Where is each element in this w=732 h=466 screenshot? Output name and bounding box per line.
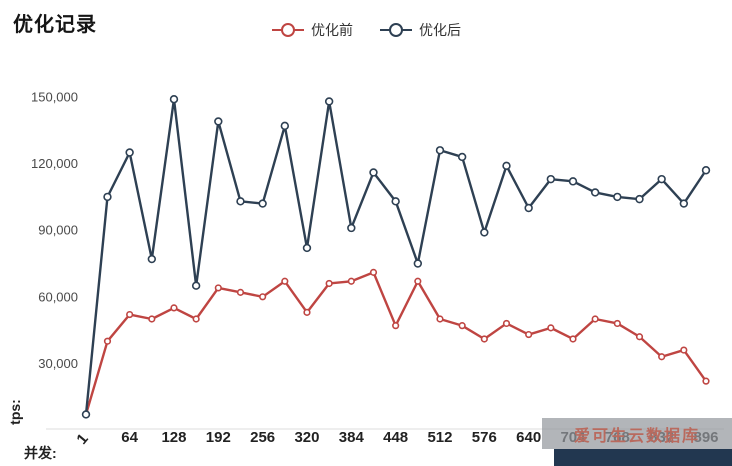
data-point[interactable] (369, 268, 378, 276)
legend-item-after[interactable]: 优化后 (379, 20, 461, 40)
data-point[interactable] (303, 308, 311, 316)
data-point[interactable] (635, 333, 644, 341)
legend-marker-after-icon (380, 23, 412, 37)
data-point[interactable] (148, 315, 156, 323)
data-point[interactable] (103, 337, 112, 345)
x-tick-label: 512 (427, 429, 452, 446)
y-axis-label: tps: (7, 399, 23, 425)
data-point[interactable] (480, 335, 488, 343)
data-point[interactable] (502, 319, 511, 328)
line-chart: 30,000 60,000 90,000 120,000 150,000 1 64 128 19… (31, 90, 724, 448)
legend-item-before[interactable]: 优化前 (271, 20, 353, 40)
data-point[interactable] (191, 281, 201, 290)
data-point[interactable] (325, 279, 333, 288)
data-point[interactable] (701, 166, 711, 175)
data-point[interactable] (524, 203, 533, 213)
data-point[interactable] (302, 243, 312, 253)
data-point[interactable] (480, 228, 489, 237)
data-point[interactable] (236, 197, 245, 206)
data-point[interactable] (324, 97, 334, 106)
series-line-0 (84, 271, 708, 416)
data-point[interactable] (435, 146, 445, 155)
data-point[interactable] (258, 199, 267, 208)
x-tick-label: 128 (161, 429, 186, 446)
data-point[interactable] (147, 254, 157, 264)
watermark-text: 爱可生云数据库 (542, 418, 732, 449)
data-point[interactable] (568, 177, 578, 186)
watermark-bar (554, 449, 732, 466)
data-point[interactable] (414, 277, 422, 285)
data-point[interactable] (546, 174, 556, 184)
x-tick-label: 1 (73, 430, 91, 447)
data-point[interactable] (702, 377, 710, 385)
data-point[interactable] (347, 223, 356, 233)
data-point[interactable] (81, 410, 91, 419)
data-point[interactable] (259, 293, 267, 301)
data-point[interactable] (680, 346, 688, 354)
data-point[interactable] (457, 152, 467, 162)
data-point[interactable] (679, 199, 689, 208)
data-point[interactable] (281, 277, 289, 285)
data-point[interactable] (525, 330, 533, 339)
data-point[interactable] (214, 117, 223, 126)
data-point[interactable] (569, 335, 577, 343)
legend-label-after: 优化后 (419, 22, 461, 38)
data-point[interactable] (347, 277, 355, 285)
data-point[interactable] (436, 315, 444, 323)
x-tick-label: 640 (516, 429, 541, 446)
data-point[interactable] (369, 168, 378, 177)
data-point[interactable] (280, 121, 290, 131)
data-point[interactable] (635, 194, 644, 204)
legend: 优化前 优化后 (0, 20, 732, 40)
legend-marker-before-icon (272, 23, 304, 37)
x-tick-label: 384 (339, 429, 365, 446)
x-tick-label: 576 (472, 429, 497, 446)
data-point[interactable] (613, 319, 621, 328)
data-point[interactable] (591, 315, 599, 323)
series-line-1 (84, 98, 708, 416)
y-tick-label: 60,000 (38, 289, 78, 304)
x-tick-label: 256 (250, 429, 275, 446)
y-tick-label: 120,000 (31, 156, 78, 171)
data-point[interactable] (458, 322, 466, 330)
data-point[interactable] (658, 353, 666, 361)
y-tick-label: 30,000 (38, 356, 78, 371)
y-tick-label: 150,000 (31, 90, 78, 105)
data-point[interactable] (502, 161, 511, 171)
x-tick-label: 64 (121, 429, 138, 446)
data-point[interactable] (103, 192, 112, 202)
data-point[interactable] (413, 259, 423, 268)
page-title: 优化记录 (13, 14, 97, 36)
x-tick-label: 448 (383, 429, 408, 446)
data-point[interactable] (192, 315, 200, 323)
data-point[interactable] (125, 148, 134, 157)
data-point[interactable] (547, 324, 555, 332)
data-point[interactable] (169, 95, 179, 104)
x-tick-label: 320 (294, 429, 319, 446)
legend-label-before: 优化前 (311, 22, 353, 38)
data-point[interactable] (392, 322, 400, 330)
data-point[interactable] (613, 192, 622, 202)
data-point[interactable] (126, 310, 134, 319)
y-tick-label: 90,000 (38, 223, 78, 238)
data-point[interactable] (391, 197, 400, 206)
x-axis-label: 并发: (24, 445, 57, 461)
data-point[interactable] (214, 284, 222, 292)
data-point[interactable] (236, 288, 245, 296)
x-tick-label: 192 (206, 429, 231, 446)
data-point[interactable] (657, 174, 666, 184)
data-point[interactable] (590, 188, 600, 197)
data-point[interactable] (170, 304, 178, 312)
